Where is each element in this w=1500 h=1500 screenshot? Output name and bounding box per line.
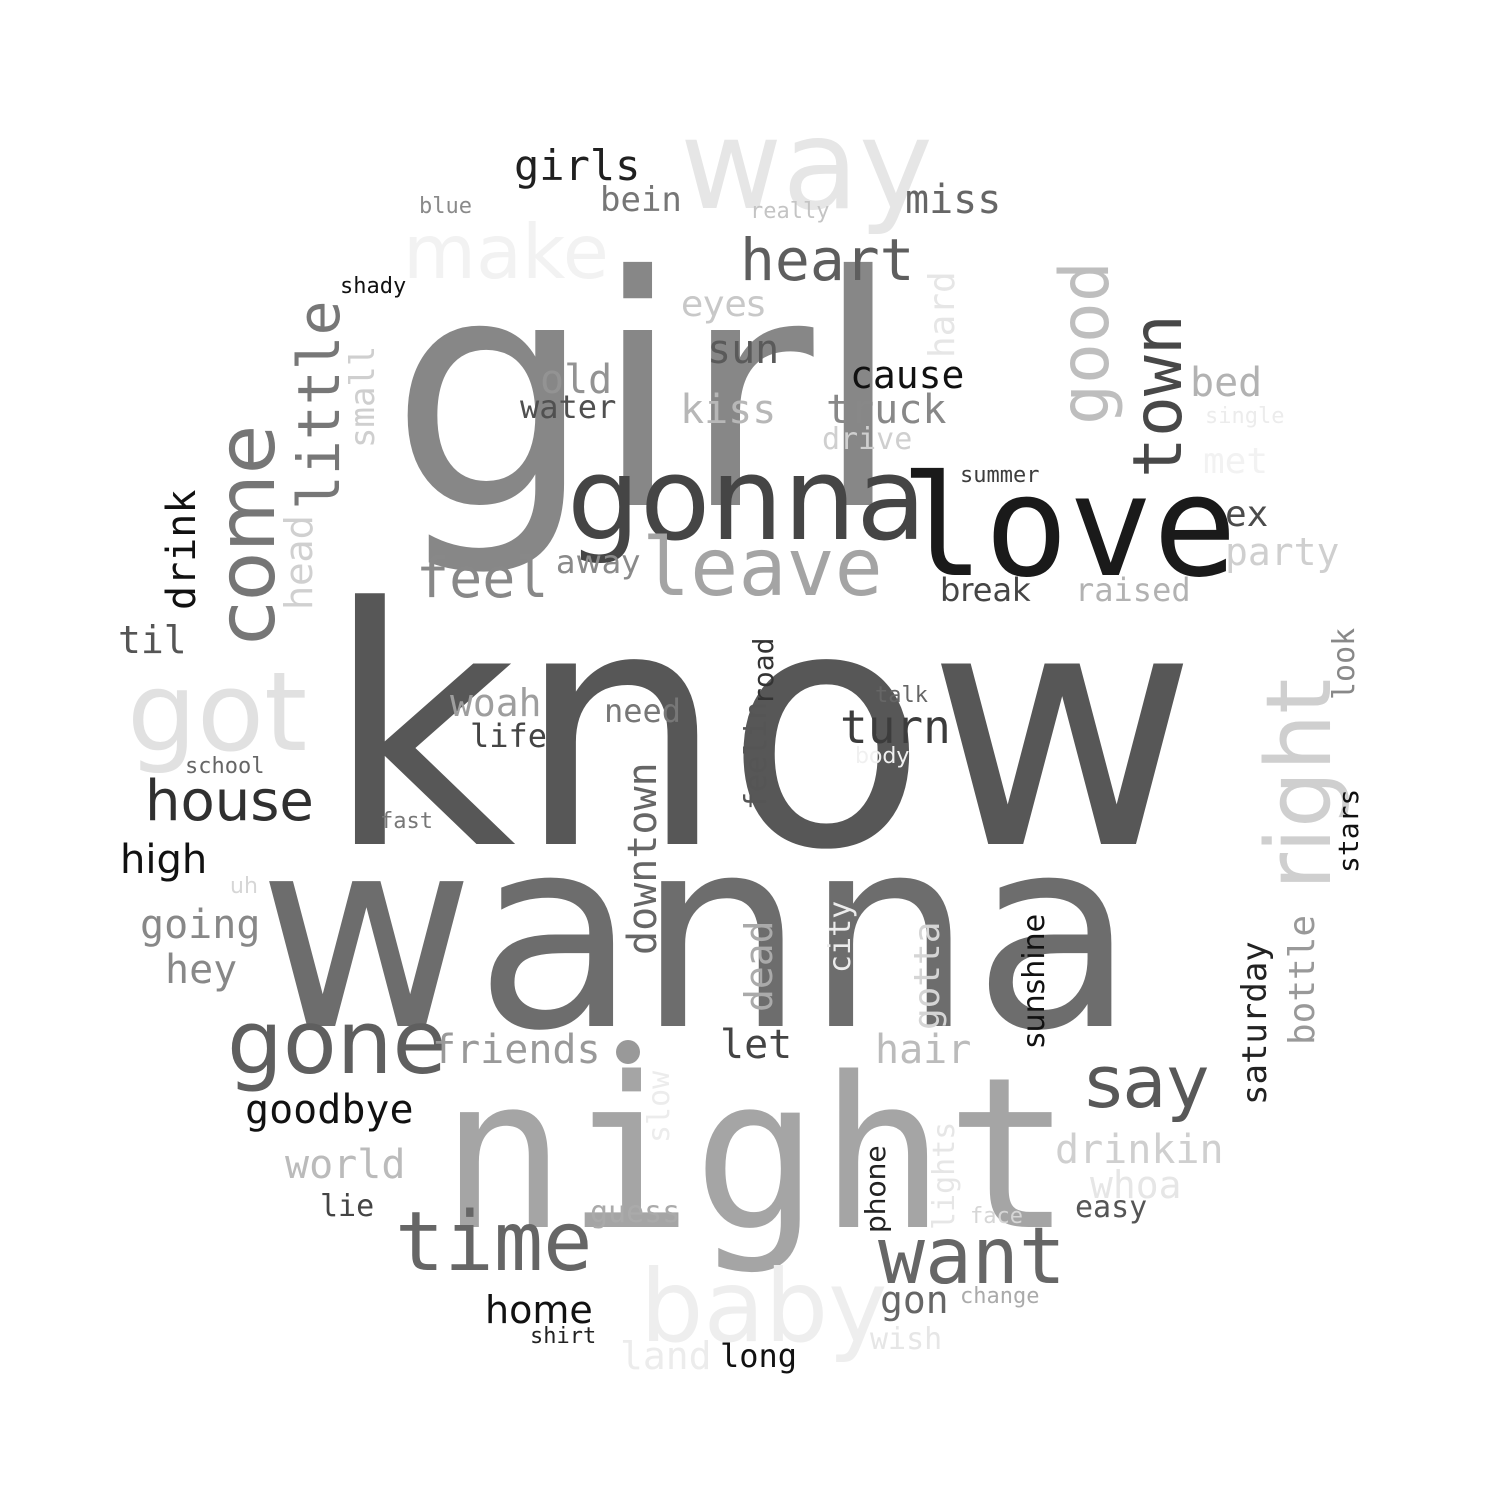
word-let: let (720, 1022, 793, 1068)
word-water: water (520, 388, 617, 426)
word-feel: feel (416, 545, 549, 610)
word-going: going (140, 902, 261, 948)
word-old: old (540, 357, 613, 403)
word-school: school (185, 754, 265, 779)
word-drinkin: drinkin (1055, 1127, 1224, 1173)
word-talk: talk (875, 683, 928, 708)
word-stars: stars (1332, 788, 1365, 873)
word-baby: baby (640, 1248, 888, 1365)
word-woah: woah (450, 681, 542, 725)
word-want: want (878, 1212, 1066, 1302)
word-bottle: bottle (1282, 914, 1323, 1045)
word-cause: cause (850, 353, 965, 397)
word-lie: lie (320, 1189, 375, 1224)
word-bein: bein (600, 180, 682, 220)
word-dead: dead (737, 920, 781, 1012)
word-truck: truck (826, 387, 947, 433)
word-leave: leave (642, 521, 883, 614)
word-blue: blue (419, 194, 472, 219)
word-gotta: gotta (907, 921, 948, 1030)
word-whoa: whoa (1090, 1163, 1182, 1207)
word-shady: shady (340, 274, 407, 299)
word-gone: gone (227, 991, 447, 1094)
word-body: body (855, 744, 910, 769)
word-say: say (1085, 1040, 1210, 1124)
word-lights: lights (927, 1121, 962, 1230)
word-head: head (277, 515, 321, 610)
word-girl: girl (390, 209, 903, 581)
word-got: got (127, 648, 308, 776)
word-gon: gon (880, 1278, 949, 1322)
word-slow: slow (642, 1070, 677, 1143)
word-life: life (470, 717, 548, 755)
word-bed: bed (1190, 360, 1263, 406)
word-drink: drink (159, 489, 205, 610)
word-goodbye: goodbye (245, 1087, 414, 1133)
word-drive: drive (822, 422, 913, 457)
word-time: time (395, 1195, 593, 1290)
word-shirt: shirt (530, 1324, 597, 1349)
word-town: town (1119, 314, 1198, 478)
word-sunshine: sunshine (1017, 913, 1052, 1048)
word-hey: hey (165, 947, 238, 993)
word-sun: sun (707, 327, 780, 373)
word-change: change (960, 1284, 1040, 1309)
word-ex: ex (1225, 494, 1269, 535)
word-away: away (556, 543, 641, 581)
word-love: love (900, 446, 1238, 609)
word-land: land (620, 1334, 712, 1378)
word-saturday: saturday (1235, 941, 1275, 1105)
word-come: come (200, 424, 293, 645)
word-little: little (285, 300, 353, 510)
word-hard: hard (922, 271, 963, 358)
word-face: face (970, 1204, 1023, 1229)
word-single: single (1205, 404, 1285, 429)
word-make: make (403, 207, 609, 296)
word-house: house (145, 769, 314, 834)
word-downtown: downtown (620, 762, 666, 955)
decorative-dot (616, 1040, 640, 1064)
word-world: world (285, 1142, 406, 1188)
word-met: met (1203, 441, 1269, 482)
word-girls: girls (514, 141, 641, 190)
word-home: home (485, 1288, 593, 1332)
word-high: high (120, 837, 208, 883)
word-look: look (1327, 627, 1362, 700)
word-raised: raised (1075, 571, 1191, 609)
word-feelin: feelin (739, 701, 774, 810)
word-easy: easy (1075, 1190, 1148, 1225)
word-good: good (1046, 261, 1125, 425)
word-heart: heart (740, 226, 915, 294)
word-til: til (118, 618, 187, 662)
word-phone: phone (859, 1145, 892, 1233)
word-kiss: kiss (680, 387, 777, 433)
word-hair: hair (875, 1027, 972, 1073)
word-small: small (343, 345, 383, 448)
word-need: need (604, 692, 682, 730)
word-turn: turn (840, 700, 951, 754)
word-summer: summer (960, 463, 1040, 488)
word-road: road (747, 637, 780, 705)
word-wish: wish (870, 1322, 943, 1357)
word-uh: uh (230, 874, 258, 899)
word-wanna: wanna (258, 780, 1136, 1089)
word-long: long (720, 1337, 798, 1375)
word-night: night (440, 1032, 1073, 1277)
word-fast: fast (380, 809, 433, 834)
word-friends: friends (432, 1027, 601, 1073)
word-know: know (325, 538, 1198, 922)
word-gonna: gonna (567, 432, 927, 567)
word-way: way (680, 92, 933, 238)
word-party: party (1225, 530, 1340, 574)
word-eyes: eyes (681, 284, 766, 325)
word-break: break (940, 571, 1031, 609)
word-city: city (823, 900, 858, 973)
word-guess: guess (590, 1195, 681, 1230)
word-miss: miss (905, 177, 1002, 223)
word-really: really (750, 199, 830, 224)
